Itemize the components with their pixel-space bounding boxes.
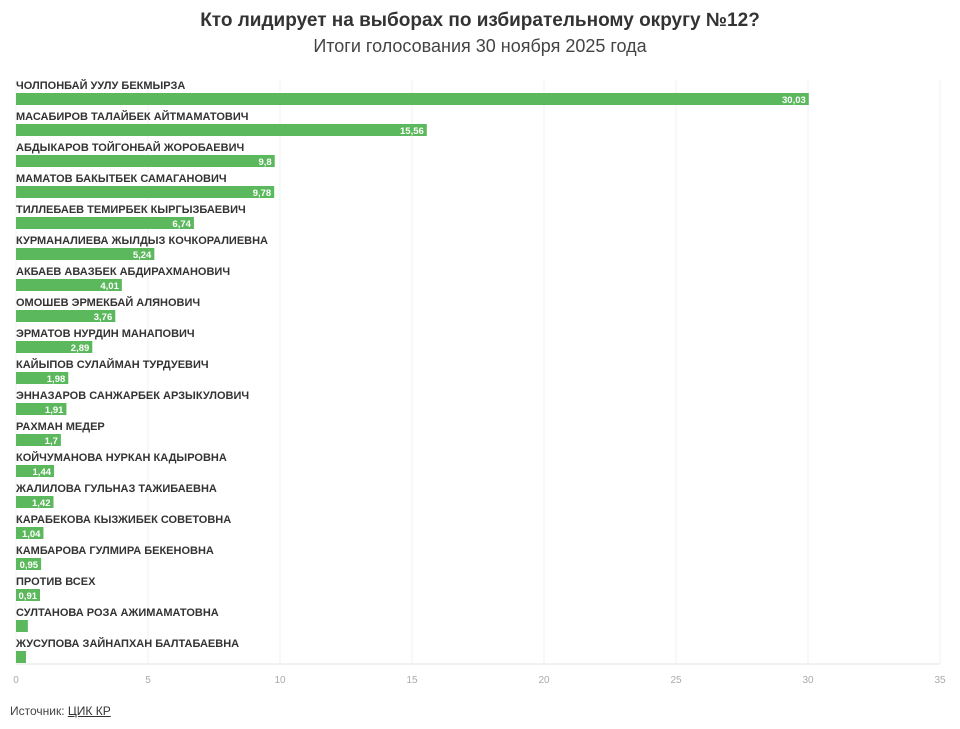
chart-title: Кто лидирует на выборах по избирательном… (200, 10, 760, 31)
bar (16, 620, 28, 632)
x-tick-label: 0 (13, 675, 19, 686)
category-label: КУРМАНАЛИЕВА ЖЫЛДЫЗ КОЧКОРАЛИЕВНА (16, 235, 268, 247)
x-tick-label: 20 (538, 675, 550, 686)
data-label: 0,91 (19, 591, 38, 602)
bar (16, 434, 61, 446)
bar (16, 341, 93, 353)
category-label: ЖУСУПОВА ЗАЙНАПХАН БАЛТАБАЕВНА (15, 637, 239, 650)
category-label: СУЛТАНОВА РОЗА АЖИМАМАТОВНА (16, 607, 219, 619)
category-label: КОЙЧУМАНОВА НУРКАН КАДЫРОВНА (16, 451, 227, 464)
x-tick-label: 15 (406, 675, 418, 686)
data-label: 30,03 (782, 95, 806, 106)
chart-subtitle: Итоги голосования 30 ноября 2025 года (313, 36, 647, 56)
category-label: КАРАБЕКОВА КЫЗЖИБЕК СОВЕТОВНА (16, 514, 231, 526)
bar (16, 217, 194, 229)
data-label: 4,01 (100, 281, 119, 292)
bar (16, 496, 54, 508)
bar (16, 403, 67, 415)
data-label: 15,56 (400, 126, 424, 137)
bar (16, 558, 42, 570)
bar (16, 651, 27, 663)
data-label: 1,04 (22, 529, 41, 540)
data-label: 5,24 (133, 250, 152, 261)
source-label: Источник: (10, 704, 65, 718)
data-label: 9,78 (253, 188, 272, 199)
bar (16, 248, 155, 260)
data-label: 1,91 (45, 405, 64, 416)
bar (16, 124, 427, 136)
x-tick-label: 30 (802, 675, 814, 686)
bar (16, 186, 275, 198)
category-label: ЭННАЗАРОВ САНЖАРБЕК АРЗЫКУЛОВИЧ (16, 390, 249, 402)
source-note: Источник: ЦИК КР (10, 704, 111, 718)
category-label: ПРОТИВ ВСЕХ (16, 576, 96, 588)
category-label: РАХМАН МЕДЕР (16, 421, 105, 433)
data-label: 0,95 (20, 560, 39, 571)
category-label: МАМАТОВ БАКЫТБЕК САМАГАНОВИЧ (16, 173, 227, 185)
data-label: 1,98 (47, 374, 66, 385)
category-label: АБДЫКАРОВ ТОЙГОНБАЙ ЖОРОБАЕВИЧ (16, 141, 244, 154)
x-tick-label: 25 (670, 675, 682, 686)
data-label: 1,7 (45, 436, 58, 447)
category-label: АКБАЕВ АВАЗБЕК АБДИРАХМАНОВИЧ (16, 266, 230, 278)
data-label: 2,89 (71, 343, 90, 354)
category-label: ЖАЛИЛОВА ГУЛЬНАЗ ТАЖИБАЕВНА (15, 483, 217, 495)
x-tick-label: 5 (145, 675, 151, 686)
x-tick-label: 35 (934, 675, 946, 686)
category-label: КАЙЫПОВ СУЛАЙМАН ТУРДУЕВИЧ (16, 358, 209, 371)
x-tick-label: 10 (274, 675, 286, 686)
bar (16, 310, 116, 322)
bar (16, 93, 809, 105)
bar (16, 465, 55, 477)
bar (16, 279, 122, 291)
category-label: ЭРМАТОВ НУРДИН МАНАПОВИЧ (16, 328, 195, 340)
bar (16, 527, 44, 539)
data-label: 9,8 (259, 157, 272, 168)
bar (16, 155, 275, 167)
category-label: ОМОШЕВ ЭРМЕКБАЙ АЛЯНОВИЧ (16, 296, 200, 309)
data-label: 3,76 (94, 312, 113, 323)
category-label: ТИЛЛЕБАЕВ ТЕМИРБЕК КЫРГЫЗБАЕВИЧ (16, 204, 246, 216)
category-label: КАМБАРОВА ГУЛМИРА БЕКЕНОВНА (16, 545, 214, 557)
data-label: 6,74 (172, 219, 191, 230)
data-label: 1,42 (32, 498, 51, 509)
bar (16, 372, 69, 384)
category-label: ЧОЛПОНБАЙ УУЛУ БЕКМЫРЗА (16, 79, 185, 92)
bar (16, 589, 41, 601)
data-label: 1,44 (33, 467, 52, 478)
category-label: МАСАБИРОВ ТАЛАЙБЕК АЙТМАМАТОВИЧ (16, 110, 249, 123)
source-link[interactable]: ЦИК КР (67, 704, 111, 718)
